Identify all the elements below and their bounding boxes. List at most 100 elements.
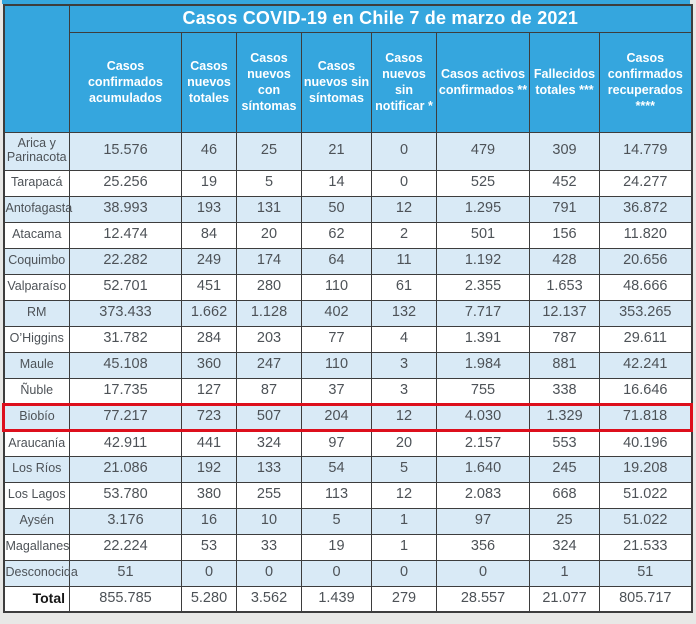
- value-cell: 25: [236, 131, 302, 171]
- value-cell: 0: [371, 559, 437, 587]
- column-header: Casos activos confirmados **: [436, 31, 530, 133]
- value-cell: 14: [301, 169, 372, 197]
- value-cell: 5.280: [181, 585, 237, 613]
- value-cell: 2: [371, 221, 437, 249]
- total-row: Total 855.785 5.280 3.562 1.439 279 28.557 21.0…: [3, 585, 693, 613]
- value-cell: 1: [529, 559, 600, 587]
- region-name-cell: Araucanía: [3, 429, 70, 457]
- value-cell: 0: [436, 559, 530, 587]
- value-cell: 87: [236, 377, 302, 405]
- total-label-cell: Total: [3, 585, 70, 613]
- value-cell: 1.128: [236, 299, 302, 327]
- value-cell: 441: [181, 429, 237, 457]
- value-cell: 10: [236, 507, 302, 535]
- value-cell: 1.662: [181, 299, 237, 327]
- value-cell: 451: [181, 273, 237, 301]
- value-cell: 51.022: [598, 507, 693, 535]
- value-cell: 77: [301, 325, 372, 353]
- value-cell: 16: [181, 507, 237, 535]
- value-cell: 12: [371, 402, 437, 432]
- value-cell: 5: [301, 507, 372, 535]
- table-row: Tarapacá 25.256 19 5 14 0 525 452 24.277: [3, 169, 693, 197]
- value-cell: 50: [301, 195, 372, 223]
- value-cell: 402: [301, 299, 372, 327]
- region-name-cell: RM: [3, 299, 70, 327]
- top-strip: [2, 0, 690, 4]
- value-cell: 881: [529, 351, 600, 379]
- value-cell: 51: [69, 559, 182, 587]
- value-cell: 855.785: [69, 585, 182, 613]
- value-cell: 19: [181, 169, 237, 197]
- value-cell: 25: [529, 507, 600, 535]
- value-cell: 156: [529, 221, 600, 249]
- value-cell: 19: [301, 533, 372, 561]
- value-cell: 54: [301, 455, 372, 483]
- value-cell: 0: [236, 559, 302, 587]
- table-row: Ñuble 17.735 127 87 37 3 755 338 16.646: [3, 377, 693, 405]
- value-cell: 1.653: [529, 273, 600, 301]
- region-name-cell: Aysén: [3, 507, 70, 535]
- table-row: RM 373.433 1.662 1.128 402 132 7.717 12.137 353.…: [3, 299, 693, 327]
- region-name-cell: Los Lagos: [3, 481, 70, 509]
- region-name-cell: Valparaíso: [3, 273, 70, 301]
- value-cell: 668: [529, 481, 600, 509]
- value-cell: 21.086: [69, 455, 182, 483]
- table-row: O’Higgins 31.782 284 203 77 4 1.391 787 29.611: [3, 325, 693, 353]
- value-cell: 97: [436, 507, 530, 535]
- value-cell: 127: [181, 377, 237, 405]
- value-cell: 1: [371, 533, 437, 561]
- value-cell: 37: [301, 377, 372, 405]
- value-cell: 24.277: [598, 169, 693, 197]
- value-cell: 21: [301, 131, 372, 171]
- region-name-cell: Arica y Parinacota: [3, 131, 70, 171]
- value-cell: 479: [436, 131, 530, 171]
- value-cell: 12.137: [529, 299, 600, 327]
- value-cell: 20: [371, 429, 437, 457]
- region-name-cell: Los Ríos: [3, 455, 70, 483]
- value-cell: 0: [181, 559, 237, 587]
- value-cell: 77.217: [69, 402, 182, 432]
- value-cell: 0: [371, 131, 437, 171]
- value-cell: 247: [236, 351, 302, 379]
- value-cell: 507: [236, 402, 302, 432]
- value-cell: 53.780: [69, 481, 182, 509]
- table-row: Atacama 12.474 84 20 62 2 501 156 11.820: [3, 221, 693, 249]
- table-row: Desconocida 51 0 0 0 0 0 1 51: [3, 559, 693, 587]
- table-row: Aysén 3.176 16 10 5 1 97 25 51.022: [3, 507, 693, 535]
- value-cell: 14.779: [598, 131, 693, 171]
- value-cell: 7.717: [436, 299, 530, 327]
- value-cell: 5: [371, 455, 437, 483]
- value-cell: 284: [181, 325, 237, 353]
- value-cell: 428: [529, 247, 600, 275]
- value-cell: 4: [371, 325, 437, 353]
- value-cell: 1.295: [436, 195, 530, 223]
- value-cell: 204: [301, 402, 372, 432]
- value-cell: 755: [436, 377, 530, 405]
- value-cell: 3: [371, 351, 437, 379]
- value-cell: 15.576: [69, 131, 182, 171]
- value-cell: 21.533: [598, 533, 693, 561]
- value-cell: 45.108: [69, 351, 182, 379]
- value-cell: 501: [436, 221, 530, 249]
- value-cell: 0: [301, 559, 372, 587]
- value-cell: 33: [236, 533, 302, 561]
- value-cell: 28.557: [436, 585, 530, 613]
- value-cell: 46: [181, 131, 237, 171]
- table-row: Arica y Parinacota 15.576 46 25 21 0 479 309 14.…: [3, 131, 693, 171]
- table-row: Los Lagos 53.780 380 255 113 12 2.083 668 51.022: [3, 481, 693, 509]
- value-cell: 12: [371, 195, 437, 223]
- value-cell: 245: [529, 455, 600, 483]
- value-cell: 133: [236, 455, 302, 483]
- region-name-cell: Atacama: [3, 221, 70, 249]
- value-cell: 29.611: [598, 325, 693, 353]
- value-cell: 249: [181, 247, 237, 275]
- table-row: Magallanes 22.224 53 33 19 1 356 324 21.533: [3, 533, 693, 561]
- value-cell: 353.265: [598, 299, 693, 327]
- value-cell: 12.474: [69, 221, 182, 249]
- value-cell: 22.282: [69, 247, 182, 275]
- value-cell: 71.818: [598, 402, 694, 432]
- value-cell: 22.224: [69, 533, 182, 561]
- value-cell: 31.782: [69, 325, 182, 353]
- column-header: Casos nuevos con síntomas: [236, 31, 302, 133]
- value-cell: 3.176: [69, 507, 182, 535]
